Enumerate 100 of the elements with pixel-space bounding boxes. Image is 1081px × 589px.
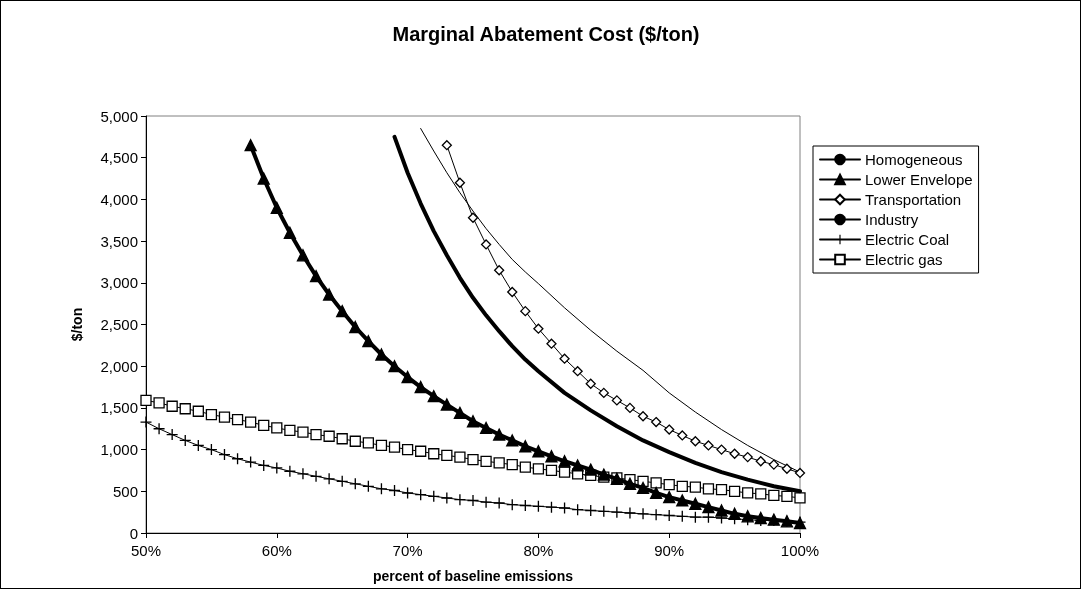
- chart-title: Marginal Abatement Cost ($/ton): [392, 23, 700, 45]
- point: [637, 411, 649, 422]
- point: [322, 288, 336, 301]
- point: [441, 492, 453, 504]
- point: [572, 366, 583, 377]
- point: [689, 497, 702, 510]
- point: [297, 468, 309, 480]
- point: [781, 490, 793, 502]
- point: [283, 226, 297, 239]
- legend-label: Transportation: [865, 191, 962, 208]
- y-tick-label: 500: [112, 482, 138, 500]
- point: [663, 478, 675, 491]
- point: [584, 463, 597, 476]
- point: [218, 411, 231, 423]
- y-tick-label: 3,500: [100, 232, 138, 250]
- x-tick-label: 100%: [780, 542, 820, 559]
- point: [192, 405, 204, 417]
- point: [663, 490, 676, 504]
- point: [702, 501, 715, 514]
- point: [715, 504, 728, 517]
- point: [664, 424, 675, 435]
- point: [454, 494, 466, 506]
- point: [336, 433, 348, 445]
- x-tick-label: 60%: [261, 542, 292, 559]
- point: [611, 506, 623, 518]
- point: [520, 306, 531, 317]
- point: [507, 286, 518, 298]
- point: [153, 397, 165, 409]
- point: [231, 413, 244, 426]
- point: [545, 450, 558, 463]
- point: [781, 463, 793, 474]
- point: [257, 172, 270, 185]
- point: [480, 455, 492, 467]
- point: [715, 483, 728, 496]
- point: [349, 320, 362, 334]
- point: [271, 462, 283, 474]
- point: [690, 436, 701, 447]
- y-tick-label: 0: [129, 524, 138, 542]
- point: [768, 459, 779, 470]
- point: [441, 140, 452, 151]
- point: [453, 406, 467, 420]
- point: [650, 477, 662, 489]
- point: [245, 456, 257, 468]
- point: [310, 428, 322, 441]
- point: [624, 402, 636, 414]
- y-tick-label: 3,000: [100, 274, 138, 292]
- legend-label: Industry: [865, 211, 919, 228]
- x-tick-label: 50%: [130, 542, 162, 559]
- point: [741, 510, 754, 523]
- point: [650, 416, 662, 428]
- point: [270, 201, 283, 214]
- point: [428, 448, 440, 460]
- point: [166, 400, 178, 412]
- point: [179, 403, 191, 415]
- y-tick-label: 4,000: [100, 190, 138, 208]
- point: [637, 508, 649, 520]
- point: [284, 465, 296, 477]
- point: [703, 440, 714, 451]
- y-tick-label: 2,000: [100, 357, 138, 375]
- point: [297, 426, 309, 438]
- legend-label: Homogeneous: [865, 151, 963, 168]
- point: [742, 487, 754, 499]
- point: [140, 394, 152, 407]
- point: [153, 423, 165, 435]
- point: [310, 470, 322, 482]
- point: [545, 464, 558, 477]
- y-tick-label: 1,500: [100, 399, 138, 417]
- point: [479, 421, 493, 435]
- point: [493, 457, 505, 469]
- x-tick-label: 80%: [523, 542, 554, 559]
- y-tick-label: 5,000: [100, 107, 138, 125]
- point: [559, 502, 571, 514]
- point: [636, 481, 650, 495]
- point: [493, 428, 506, 441]
- point: [467, 212, 479, 223]
- point: [402, 487, 414, 499]
- point: [336, 305, 349, 318]
- point: [519, 440, 532, 453]
- point: [323, 430, 335, 442]
- point: [558, 466, 571, 478]
- x-axis-title: percent of baseline emissions: [373, 568, 574, 584]
- point: [454, 177, 466, 188]
- point: [755, 456, 766, 467]
- point: [728, 485, 741, 497]
- point: [467, 494, 479, 506]
- point: [649, 486, 663, 500]
- legend-label: Electric Coal: [865, 231, 950, 248]
- x-tick-label: 70%: [392, 542, 423, 559]
- point: [480, 239, 492, 250]
- x-tick-label: 90%: [654, 542, 685, 559]
- point: [362, 437, 375, 449]
- legend-label: Electric gas: [865, 251, 943, 268]
- point: [296, 249, 310, 262]
- point: [362, 335, 375, 348]
- point: [244, 416, 257, 428]
- point: [794, 492, 806, 504]
- point: [768, 489, 780, 502]
- point: [140, 416, 152, 428]
- point: [349, 435, 361, 447]
- point: [258, 419, 270, 432]
